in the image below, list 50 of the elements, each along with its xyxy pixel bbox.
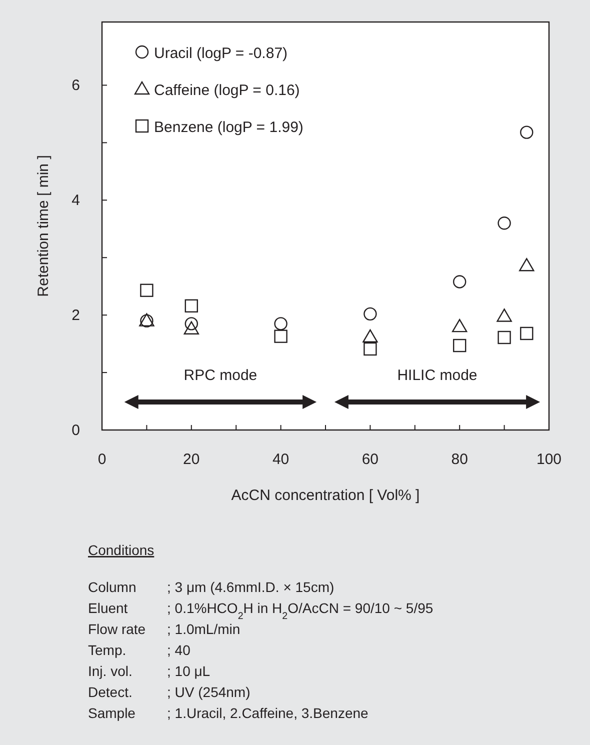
point [140, 284, 154, 297]
point [364, 342, 377, 356]
point [519, 258, 534, 272]
y-tick-label: 2 [72, 307, 80, 324]
text: Column [88, 579, 136, 595]
point [520, 126, 534, 139]
point [452, 318, 468, 332]
x-axis-title: AcCN concentration [ Vol% ] [231, 487, 420, 504]
x-tick-label: 0 [98, 451, 106, 468]
text: ; 1.0mL/min [167, 621, 240, 637]
text: Detect. [88, 684, 132, 700]
x-tick-label: 80 [451, 451, 468, 468]
text: Flow rate [88, 621, 146, 637]
point [184, 317, 198, 330]
annotation: HILIC mode [397, 367, 478, 384]
text: Inj. vol. [88, 663, 132, 679]
text: ; 10 μL [167, 663, 210, 679]
legend-label: Caffeine (logP = 0.16) [154, 82, 300, 99]
y-tick-label: 6 [72, 77, 80, 94]
legend-label: Uracil (logP = -0.87) [154, 45, 288, 62]
text: ; 40 [167, 642, 191, 658]
text: Conditions [88, 542, 154, 558]
y-axis-title: Retention time [ min ] [35, 155, 52, 297]
text: Sample [88, 705, 136, 721]
point [453, 275, 466, 288]
point [498, 216, 511, 230]
text: ; 0.1%HCO$_{2}$H in H$_{2}$O/AcCN = 90/10 ~ 5/95 [167, 600, 434, 622]
point [274, 330, 288, 343]
point [184, 321, 199, 334]
point [184, 299, 198, 312]
point [274, 317, 288, 330]
point [362, 329, 378, 343]
text: ; UV (254nm) [167, 684, 250, 700]
point [364, 307, 377, 321]
text: ; 3 μm (4.6mmI.D. × 15cm) [167, 579, 334, 595]
point [498, 330, 511, 344]
y-tick-label: 0 [72, 422, 80, 439]
point [520, 326, 534, 340]
x-tick-label: 60 [362, 451, 379, 468]
y-tick-label: 4 [72, 192, 80, 210]
annotation: RPC mode [184, 367, 258, 384]
point [496, 308, 512, 322]
text: ; 1.Uracil, 2.Caffeine, 3.Benzene [167, 705, 369, 721]
text: Eluent [88, 600, 128, 616]
x-tick-label: 20 [183, 451, 200, 468]
point [453, 338, 466, 352]
x-tick-label: 100 [536, 451, 562, 468]
text: Temp. [88, 642, 126, 658]
legend-label: Benzene (logP = 1.99) [154, 119, 304, 136]
x-tick-label: 40 [272, 451, 290, 468]
